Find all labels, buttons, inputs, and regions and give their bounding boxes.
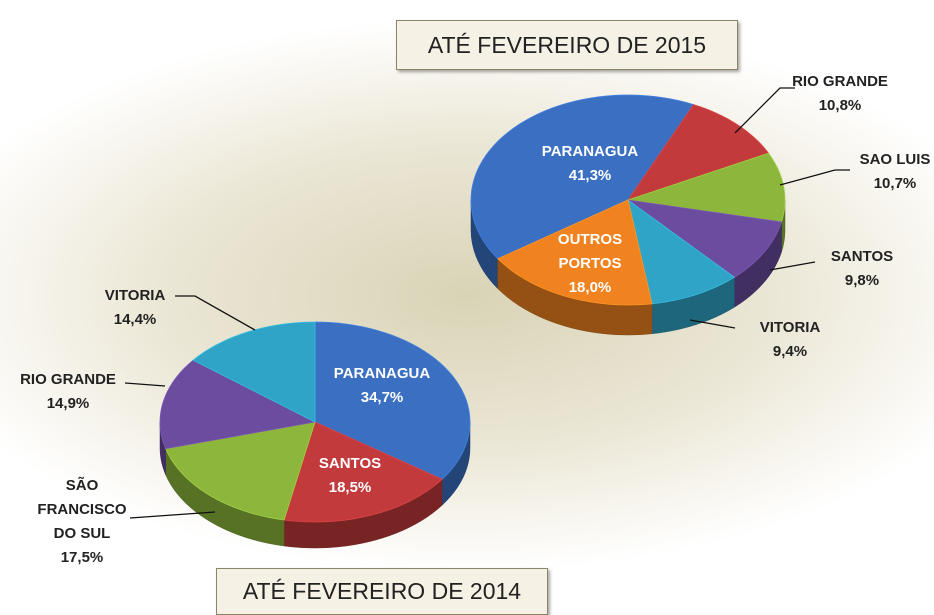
value-label: 18,5% [328, 479, 372, 496]
slice-label: PARANAGUA 34,7% [334, 362, 430, 410]
chart-title: ATÉ FEVEREIRO DE 2015 [396, 20, 738, 70]
pie-slice [159, 359, 317, 450]
slice-label: VITORIA 14,4% [105, 284, 166, 332]
slice-label: RIO GRANDE 14,9% [20, 368, 116, 416]
pie-slice [627, 199, 783, 278]
leader-line [175, 295, 256, 331]
leader-line [769, 261, 816, 271]
pie-slice [626, 104, 770, 201]
value-label: 14,9% [46, 395, 90, 412]
category-label: PARANAGUA [541, 143, 639, 160]
category-label: VITORIA [759, 319, 821, 336]
value-label: 14,4% [113, 311, 157, 328]
slice-label: OUTROS PORTOS 18,0% [550, 228, 630, 300]
pie-slice [283, 421, 443, 523]
category-label: PARANAGUA [333, 365, 431, 382]
pie-slice [627, 199, 736, 305]
category-label: SAO LUIS [859, 151, 931, 168]
slice-label: SANTOS 18,5% [319, 452, 381, 500]
value-label: 17,5% [60, 549, 104, 566]
category-label: VITORIA [104, 287, 166, 304]
value-label: 34,7% [360, 389, 404, 406]
category-label: SANTOS [318, 455, 382, 472]
category-label: RIO GRANDE [20, 371, 116, 388]
value-label: 10,8% [818, 97, 862, 114]
leader-line [689, 319, 736, 329]
value-label: 9,4% [772, 343, 808, 360]
chart-title: ATÉ FEVEREIRO DE 2014 [216, 568, 548, 615]
slice-label: RIO GRANDE 10,8% [792, 70, 888, 118]
value-label: 9,8% [844, 272, 880, 289]
slice-label: SAO LUIS 10,7% [860, 148, 931, 196]
pie-slice [497, 199, 653, 306]
value-label: 41,3% [568, 167, 612, 184]
pie-slice [314, 321, 471, 480]
slice-label: PARANAGUA 41,3% [542, 140, 638, 188]
leader-line [734, 87, 795, 134]
slice-label: VITORIA 9,4% [760, 316, 821, 364]
category-label: SÃO FRANCISCO DO SUL [37, 477, 127, 542]
category-label: SANTOS [830, 248, 894, 265]
value-label: 18,0% [568, 279, 612, 296]
pie-slice [627, 152, 786, 223]
pie-slice [192, 321, 316, 423]
value-label: 10,7% [873, 175, 917, 192]
slice-label: SÃO FRANCISCO DO SUL 17,5% [25, 474, 140, 570]
leader-line [129, 511, 216, 519]
pie-slice [470, 94, 695, 260]
category-label: RIO GRANDE [792, 73, 888, 90]
slice-label: SANTOS 9,8% [831, 245, 893, 293]
pie-slice [165, 421, 316, 521]
category-label: OUTROS PORTOS [557, 231, 623, 272]
leader-line [124, 382, 166, 387]
leader-line [779, 169, 850, 186]
